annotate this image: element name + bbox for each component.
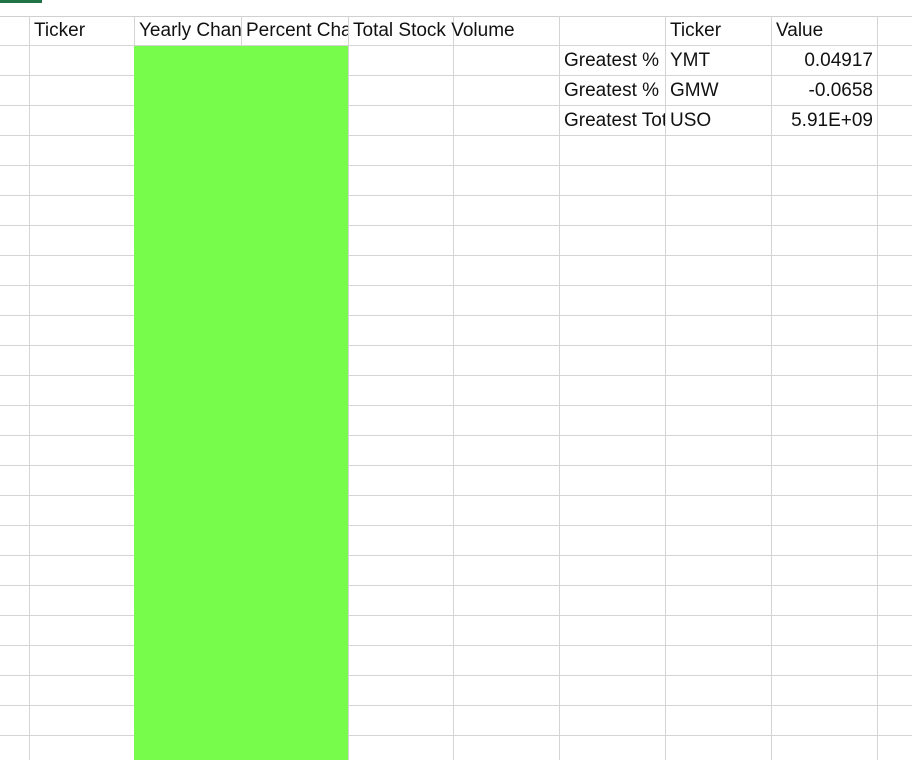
column-gridline	[453, 16, 454, 760]
row-gridline	[0, 735, 912, 736]
row-gridline	[0, 255, 912, 256]
summary-value-greatest-increase[interactable]: 0.04917	[804, 50, 873, 71]
row-gridline	[0, 315, 912, 316]
row-gridline	[0, 195, 912, 196]
row-gridline	[0, 705, 912, 706]
header-total-stock-volume[interactable]: Total Stock Volume	[353, 20, 515, 41]
row-gridline	[0, 495, 912, 496]
row-gridline	[0, 435, 912, 436]
row-gridline	[0, 345, 912, 346]
row-gridline	[0, 555, 912, 556]
summary-value-greatest-total-volume[interactable]: 5.91E+09	[791, 110, 873, 131]
summary-label-greatest-increase[interactable]: Greatest % Increase	[564, 50, 665, 71]
row-gridline	[0, 45, 912, 46]
row-gridline	[0, 585, 912, 586]
row-gridline	[0, 75, 912, 76]
row-gridline	[0, 405, 912, 406]
summary-value-greatest-decrease[interactable]: -0.0658	[808, 80, 873, 101]
header-yearly-change[interactable]: Yearly Change	[139, 20, 241, 41]
summary-label-greatest-total-volume[interactable]: Greatest Total Volume	[564, 110, 665, 131]
row-gridline	[0, 225, 912, 226]
row-gridline	[0, 135, 912, 136]
column-gridline	[29, 16, 30, 760]
row-gridline	[0, 645, 912, 646]
header-ticker[interactable]: Ticker	[34, 20, 86, 41]
summary-header-value[interactable]: Value	[776, 20, 824, 41]
active-cell-indicator	[0, 0, 42, 3]
row-gridline	[0, 675, 912, 676]
row-gridline	[0, 105, 912, 106]
row-gridline	[0, 375, 912, 376]
row-gridline	[0, 525, 912, 526]
summary-ticker-greatest-increase[interactable]: YMT	[670, 50, 711, 71]
header-percent-change[interactable]: Percent Change	[246, 20, 348, 41]
spreadsheet-grid[interactable]: Ticker Yearly Change Percent Change Tota…	[0, 16, 912, 760]
column-gridline	[665, 16, 666, 760]
column-header-strip	[0, 0, 912, 17]
row-gridline	[0, 465, 912, 466]
column-gridline	[771, 16, 772, 760]
summary-label-greatest-decrease[interactable]: Greatest % Decrease	[564, 80, 665, 101]
summary-header-ticker[interactable]: Ticker	[670, 20, 722, 41]
row-gridline	[0, 285, 912, 286]
summary-ticker-greatest-total-volume[interactable]: USO	[670, 110, 712, 131]
summary-ticker-greatest-decrease[interactable]: GMW	[670, 80, 719, 101]
column-gridline	[348, 16, 349, 760]
column-gridline	[877, 16, 878, 760]
column-gridline	[559, 16, 560, 760]
row-gridline	[0, 165, 912, 166]
row-gridline	[0, 615, 912, 616]
green-filled-range	[134, 46, 348, 760]
